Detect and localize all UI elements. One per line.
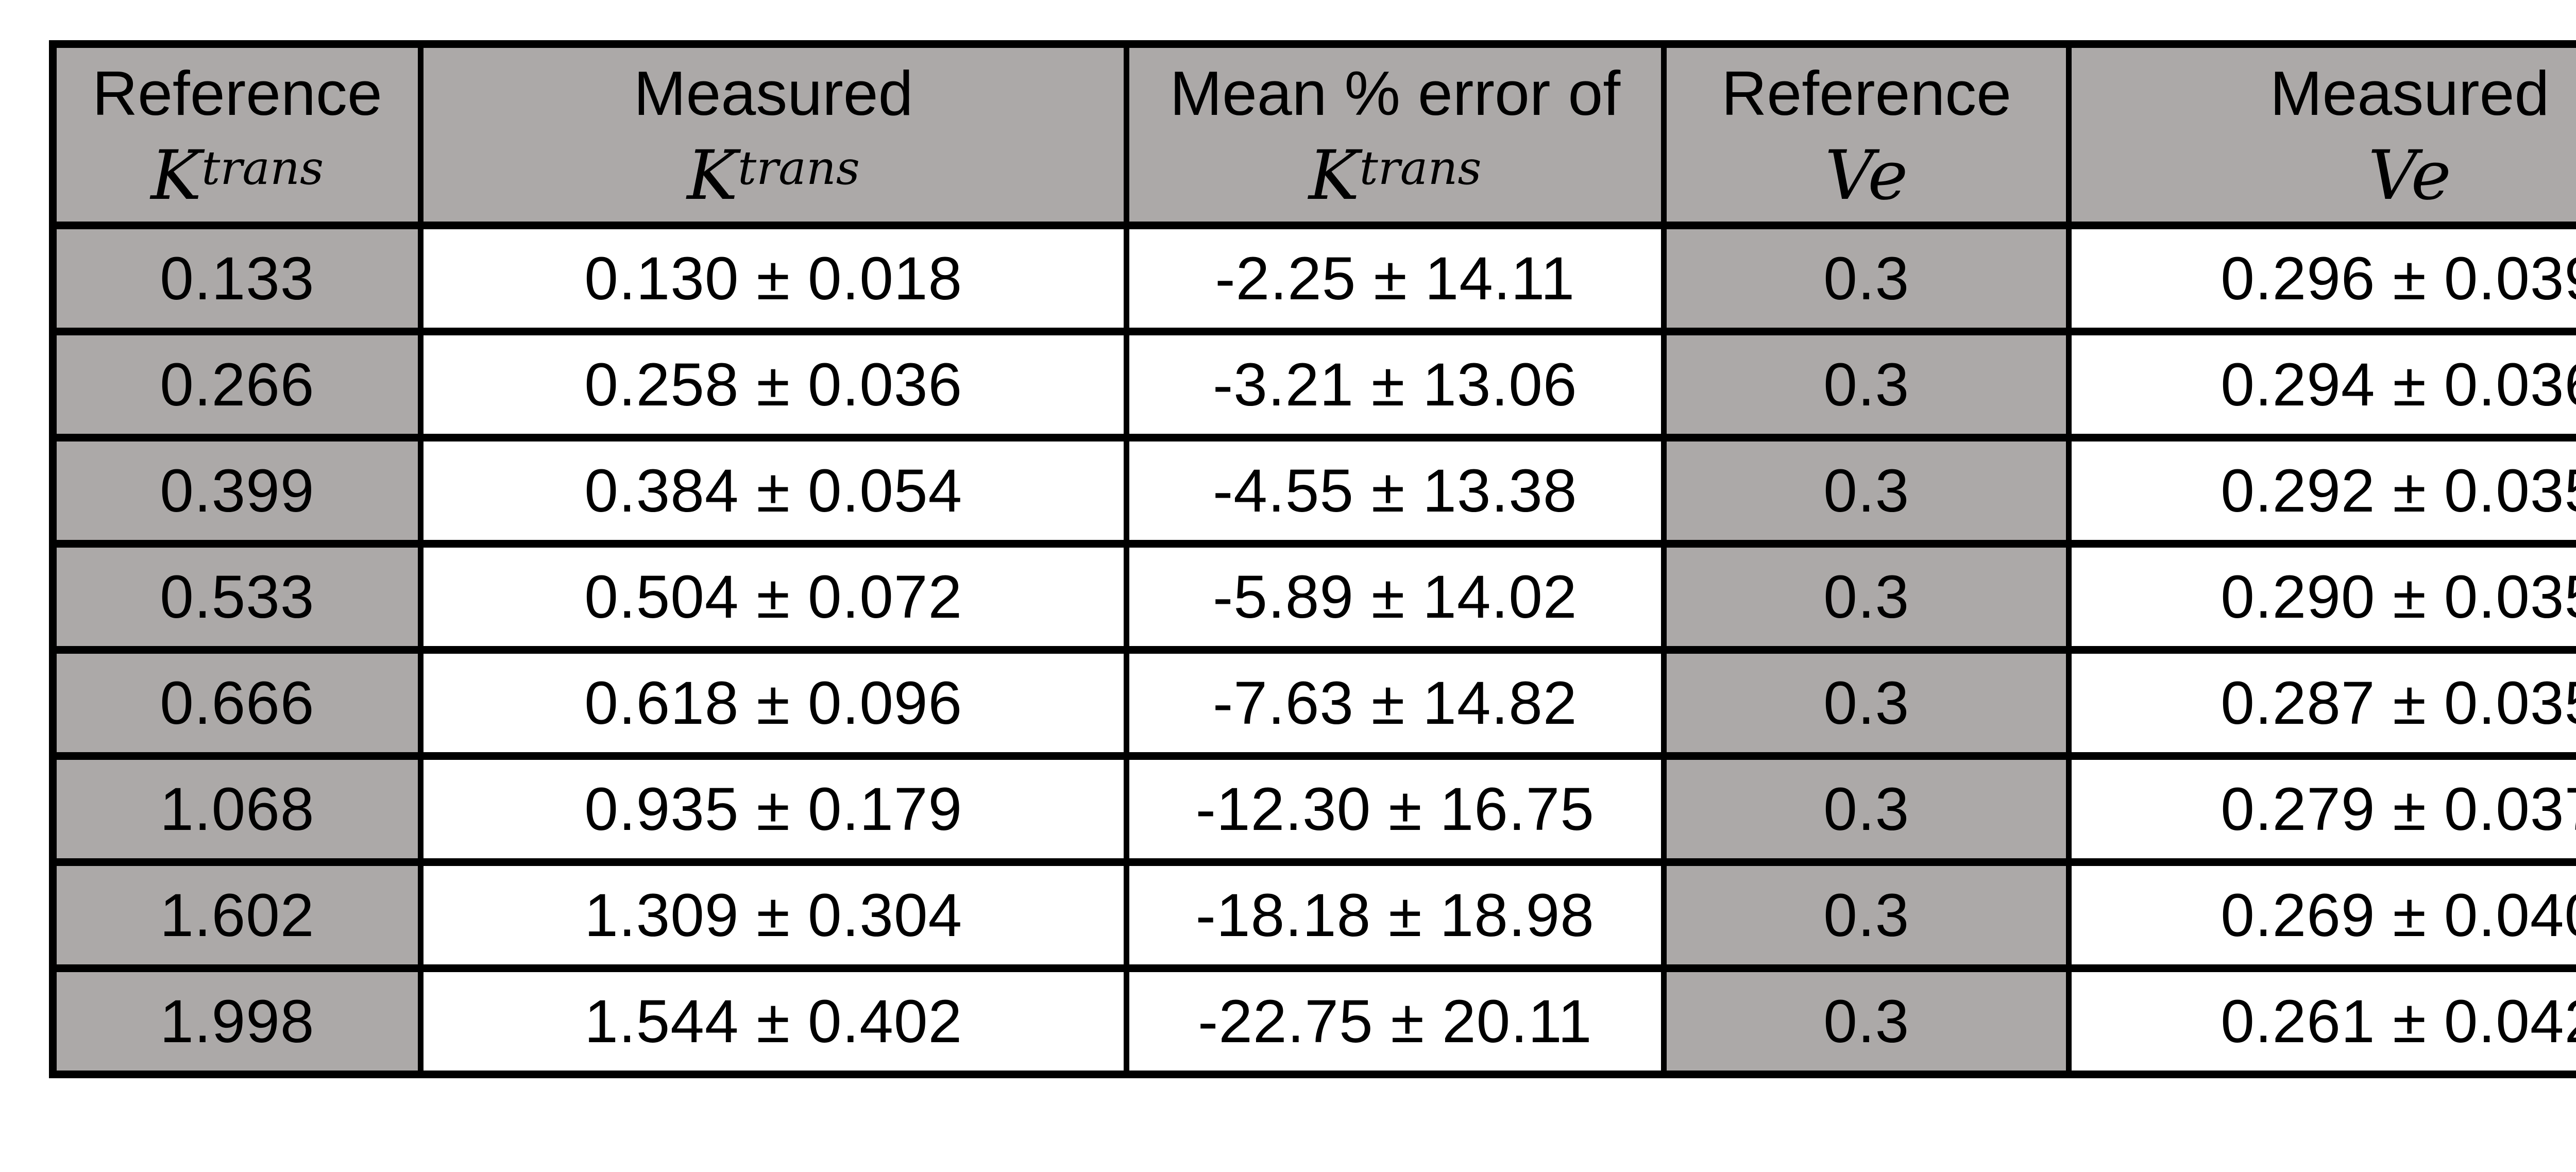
table-cell: 0.3 (1661, 858, 2072, 972)
table-cell: 0.130 ± 0.018 (417, 222, 1129, 335)
math-symbol: K (1308, 135, 1360, 215)
header-row: Reference Ktrans Measured Ktrans Mean % erro… (50, 40, 2576, 229)
header-cell-4: Reference Ve (1661, 40, 2072, 229)
table-cell: 1.068 (50, 752, 423, 866)
math-symbol: Ve (1825, 135, 1908, 215)
math-superscript: trans (201, 141, 324, 195)
table-cell: 1.998 (50, 964, 423, 1078)
header-symbol: Ktrans (57, 140, 418, 212)
table-cell: 0.618 ± 0.096 (417, 646, 1129, 760)
table-head: Reference Ktrans Measured Ktrans Mean % erro… (50, 40, 2576, 229)
header-symbol: Ktrans (1129, 140, 1662, 212)
table-cell: 0.384 ± 0.054 (417, 434, 1129, 548)
table-cell: 0.292 ± 0.035 (2066, 434, 2576, 548)
table-cell: -18.18 ± 18.98 (1123, 858, 1667, 972)
table-row: 0.533 0.504 ± 0.072 -5.89 ± 14.02 0.3 0.290 … (50, 540, 2576, 654)
table-cell: 0.261 ± 0.042 (2066, 964, 2576, 1078)
table-cell: 0.504 ± 0.072 (417, 540, 1129, 654)
table-cell: 0.296 ± 0.039 (2066, 222, 2576, 335)
table-cell: 1.544 ± 0.402 (417, 964, 1129, 1078)
math-superscript: trans (737, 141, 860, 195)
header-cell-5: Measured Ve (2066, 40, 2576, 229)
math-symbol: Ve (2368, 135, 2451, 215)
header-symbol: Ktrans (423, 140, 1124, 212)
header-cell-2: Measured Ktrans (417, 40, 1129, 229)
table-cell: -5.89 ± 14.02 (1123, 540, 1667, 654)
table-cell: 0.3 (1661, 646, 2072, 760)
table-row: 0.399 0.384 ± 0.054 -4.55 ± 13.38 0.3 0.292 … (50, 434, 2576, 548)
header-title: Mean % error of (1170, 58, 1621, 128)
table-row: 1.068 0.935 ± 0.179 -12.30 ± 16.75 0.3 0.279… (50, 752, 2576, 866)
math-superscript: trans (1359, 141, 1482, 195)
header-cell-1: Reference Ktrans (50, 40, 423, 229)
table-cell: 0.3 (1661, 222, 2072, 335)
table-cell: 0.287 ± 0.035 (2066, 646, 2576, 760)
table-cell: -2.25 ± 14.11 (1123, 222, 1667, 335)
header-cell-3: Mean % error of Ktrans (1123, 40, 1667, 229)
table-cell: 0.666 (50, 646, 423, 760)
table-row: 0.266 0.258 ± 0.036 -3.21 ± 13.06 0.3 0.294 … (50, 328, 2576, 441)
table-cell: -22.75 ± 20.11 (1123, 964, 1667, 1078)
table-cell: 0.3 (1661, 540, 2072, 654)
table-cell: -12.30 ± 16.75 (1123, 752, 1667, 866)
table-cell: 0.3 (1661, 434, 2072, 548)
table-cell: 0.3 (1661, 964, 2072, 1078)
table-row: 1.602 1.309 ± 0.304 -18.18 ± 18.98 0.3 0.269… (50, 858, 2576, 972)
header-title: Measured (633, 58, 913, 128)
header-title: Reference (92, 58, 382, 128)
table-cell: 0.266 (50, 328, 423, 441)
table-cell: -7.63 ± 14.82 (1123, 646, 1667, 760)
table-cell: -3.21 ± 13.06 (1123, 328, 1667, 441)
header-symbol: Ve (1667, 140, 2066, 212)
table-cell: 0.399 (50, 434, 423, 548)
header-symbol: Ve (2072, 140, 2576, 212)
math-symbol: K (687, 135, 738, 215)
header-title: Reference (1721, 58, 2012, 128)
table-cell: 0.279 ± 0.037 (2066, 752, 2576, 866)
table-cell: 0.3 (1661, 328, 2072, 441)
table-row: 0.133 0.130 ± 0.018 -2.25 ± 14.11 0.3 0.296 … (50, 222, 2576, 335)
table-cell: 0.294 ± 0.036 (2066, 328, 2576, 441)
table-cell: 1.602 (50, 858, 423, 972)
table-cell: 0.133 (50, 222, 423, 335)
table-body: 0.133 0.130 ± 0.018 -2.25 ± 14.11 0.3 0.296 … (50, 222, 2576, 1078)
table-cell: 0.269 ± 0.040 (2066, 858, 2576, 972)
table-cell: 0.533 (50, 540, 423, 654)
results-table: Reference Ktrans Measured Ktrans Mean % erro… (49, 40, 2576, 1078)
table-row: 0.666 0.618 ± 0.096 -7.63 ± 14.82 0.3 0.287 … (50, 646, 2576, 760)
table-cell: 0.290 ± 0.035 (2066, 540, 2576, 654)
table-cell: -4.55 ± 13.38 (1123, 434, 1667, 548)
table-cell: 1.309 ± 0.304 (417, 858, 1129, 972)
header-title: Measured (2269, 58, 2550, 128)
table-cell: 0.3 (1661, 752, 2072, 866)
table-cell: 0.935 ± 0.179 (417, 752, 1129, 866)
table-cell: 0.258 ± 0.036 (417, 328, 1129, 441)
table-row: 1.998 1.544 ± 0.402 -22.75 ± 20.11 0.3 0.261… (50, 964, 2576, 1078)
math-symbol: K (150, 135, 202, 215)
